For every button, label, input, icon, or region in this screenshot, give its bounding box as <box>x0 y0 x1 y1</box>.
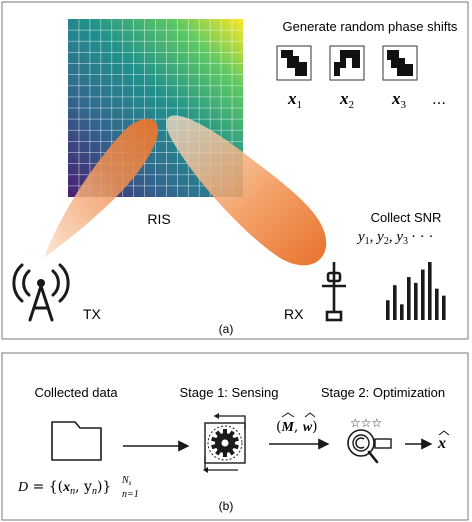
sensing-gear-icon <box>203 413 246 473</box>
phase-pattern-3 <box>382 45 418 81</box>
tx-antenna-icon <box>12 263 70 322</box>
phase-label-3: x3 <box>391 89 407 111</box>
dataset-formula: D = {(xn, yn)} <box>17 479 111 497</box>
optimization-search-icon: ☆☆☆ <box>347 416 392 464</box>
phase-ellipsis: … <box>432 92 446 108</box>
phase-label-2: x2 <box>339 89 354 111</box>
snr-bar <box>393 285 397 320</box>
ris-label: RIS <box>147 211 170 227</box>
result-x-hat: x <box>437 435 446 452</box>
snr-bar <box>414 282 418 320</box>
stage2-label: Stage 2: Optimization <box>321 385 445 400</box>
tx-beam <box>44 118 159 258</box>
rx-label: RX <box>284 306 304 322</box>
rx-antenna-icon <box>322 262 346 322</box>
panel-a-caption: (a) <box>219 322 234 336</box>
stage1-label: Stage 1: Sensing <box>179 385 278 400</box>
snr-bar <box>407 277 411 320</box>
snr-bar <box>421 269 425 320</box>
panel-b-frame <box>1 352 469 521</box>
generate-label: Generate random phase shifts <box>283 19 458 34</box>
tx-label: TX <box>83 306 102 322</box>
phase-pattern-1 <box>276 45 312 81</box>
estimate-label: (M, w) <box>276 419 318 435</box>
rx-beam <box>166 115 327 266</box>
estimate-hats <box>281 412 316 418</box>
folder-icon <box>51 421 102 461</box>
panel-a-frame <box>1 1 469 340</box>
result-hat-mark <box>438 430 450 436</box>
stars-icon: ☆☆☆ <box>350 416 382 430</box>
snr-values: y1, y2, y3 · · · <box>356 229 434 247</box>
snr-bar <box>386 300 390 320</box>
snr-bar <box>400 304 404 320</box>
dataset-sub: n=1 <box>122 489 139 500</box>
dataset-sup: Ns <box>121 475 132 487</box>
phase-label-1: x1 <box>287 89 302 111</box>
snr-bar <box>442 295 446 320</box>
snr-bar <box>428 262 432 320</box>
collected-data-label: Collected data <box>34 385 118 400</box>
collect-label: Collect SNR <box>371 210 442 225</box>
snr-bar-chart-icon <box>386 262 446 320</box>
phase-pattern-2 <box>329 45 365 81</box>
snr-bar <box>435 288 439 320</box>
panel-b-caption: (b) <box>219 499 234 513</box>
